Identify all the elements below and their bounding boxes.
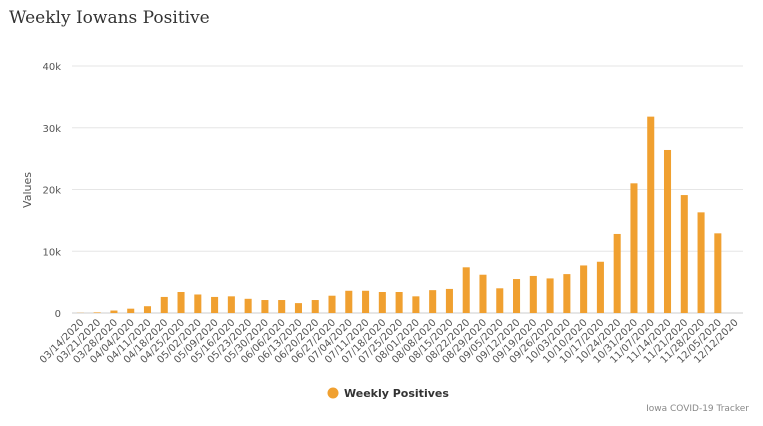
bar[interactable] xyxy=(647,116,655,313)
bar[interactable] xyxy=(362,290,370,313)
bar[interactable] xyxy=(227,296,235,313)
bars xyxy=(76,116,722,313)
bar[interactable] xyxy=(429,290,437,313)
bar[interactable] xyxy=(311,300,319,313)
y-axis-ticks: 0 10k 20k 30k 40k xyxy=(42,62,61,320)
bar[interactable] xyxy=(496,288,504,313)
bar[interactable] xyxy=(513,279,521,313)
y-tick-label: 0 xyxy=(55,309,61,320)
bar[interactable] xyxy=(697,212,705,313)
bar[interactable] xyxy=(462,267,470,313)
bar[interactable] xyxy=(529,275,537,313)
legend[interactable]: Weekly Positives xyxy=(327,387,450,400)
y-axis-label: Values xyxy=(21,172,34,208)
bar[interactable] xyxy=(479,274,487,313)
legend-marker[interactable] xyxy=(327,387,339,399)
bar[interactable] xyxy=(211,296,219,313)
bar[interactable] xyxy=(445,288,453,313)
y-tick-label: 30k xyxy=(42,124,61,135)
bar[interactable] xyxy=(110,310,118,313)
bar[interactable] xyxy=(378,292,386,313)
bar[interactable] xyxy=(680,195,688,313)
bar[interactable] xyxy=(143,306,152,313)
bar[interactable] xyxy=(613,233,621,313)
bar[interactable] xyxy=(177,292,185,313)
page-title: Weekly Iowans Positive xyxy=(9,8,210,28)
bar[interactable] xyxy=(278,300,286,313)
bar[interactable] xyxy=(194,294,202,313)
y-tick-label: 10k xyxy=(42,247,61,258)
bar[interactable] xyxy=(663,149,672,313)
legend-label[interactable]: Weekly Positives xyxy=(344,387,449,400)
bar[interactable] xyxy=(345,290,353,313)
bar[interactable] xyxy=(395,292,403,313)
credit-text: Iowa COVID-19 Tracker xyxy=(646,404,749,414)
bar[interactable] xyxy=(328,295,336,313)
bar[interactable] xyxy=(244,298,252,313)
x-axis-ticks: 03/14/202003/21/202003/28/202004/04/2020… xyxy=(38,317,741,366)
bar[interactable] xyxy=(294,303,302,313)
bar[interactable] xyxy=(563,274,571,313)
bar[interactable] xyxy=(127,308,135,313)
bar[interactable] xyxy=(546,278,554,313)
bar[interactable] xyxy=(580,265,588,313)
bar[interactable] xyxy=(160,296,168,313)
y-tick-label: 20k xyxy=(42,186,61,197)
bar[interactable] xyxy=(714,233,722,313)
grid-lines xyxy=(72,65,743,314)
y-tick-label: 40k xyxy=(42,62,61,73)
bar[interactable] xyxy=(412,296,420,313)
bar[interactable] xyxy=(93,312,101,313)
bar[interactable] xyxy=(630,183,638,313)
bar[interactable] xyxy=(261,300,269,313)
bar[interactable] xyxy=(596,261,604,313)
